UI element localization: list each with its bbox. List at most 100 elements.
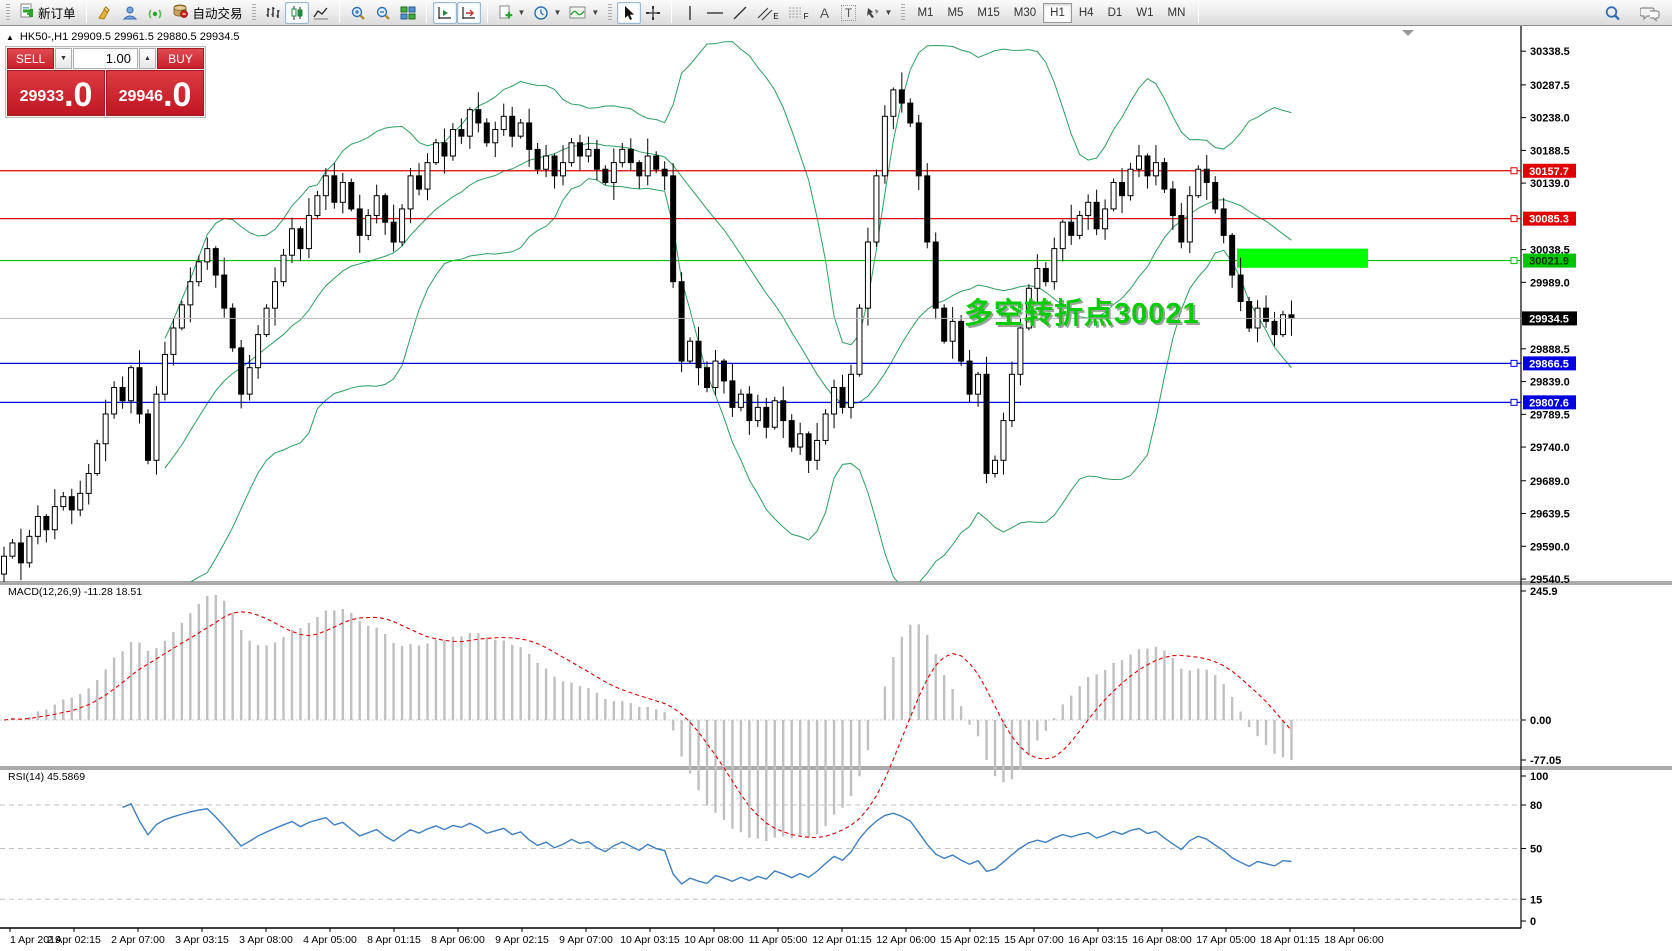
- buy-button[interactable]: BUY: [157, 48, 204, 69]
- svg-text:10 Apr 03:15: 10 Apr 03:15: [620, 934, 680, 946]
- toolbar-grip[interactable]: [608, 3, 613, 22]
- templates-dropdown[interactable]: ▼: [565, 2, 603, 24]
- vertical-line-button[interactable]: [678, 2, 702, 24]
- svg-text:3 Apr 03:15: 3 Apr 03:15: [175, 934, 229, 946]
- cursor-arrow-icon: [625, 5, 635, 20]
- text-button[interactable]: A: [813, 2, 837, 24]
- svg-text:12 Apr 06:00: 12 Apr 06:00: [876, 934, 936, 946]
- toolbar-grip[interactable]: [6, 3, 10, 22]
- chart-annotation-text[interactable]: 多空转折点30021: [964, 298, 1200, 330]
- svg-text:30157.7: 30157.7: [1529, 166, 1569, 178]
- svg-text:30338.5: 30338.5: [1530, 46, 1570, 58]
- toolbar-separator: [338, 2, 340, 23]
- svg-text:30188.5: 30188.5: [1530, 145, 1570, 157]
- svg-text:2 Apr 02:15: 2 Apr 02:15: [47, 934, 101, 946]
- tab-timeframe-h1[interactable]: H1: [1043, 2, 1072, 23]
- horizontal-line-icon: [707, 11, 724, 14]
- svg-text:29866.5: 29866.5: [1529, 358, 1569, 370]
- crosshair-button[interactable]: [641, 2, 665, 24]
- zoom-out-button[interactable]: [371, 2, 396, 24]
- bar-chart-button[interactable]: [261, 2, 285, 24]
- fibonacci-icon: [788, 7, 801, 17]
- tab-timeframe-m5[interactable]: M5: [947, 6, 964, 19]
- collapse-triangle-icon[interactable]: ▲: [6, 32, 14, 42]
- chevron-down-icon: ▼: [517, 8, 526, 17]
- macd-indicator-label: MACD(12,26,9) -11.28 18.51: [8, 586, 143, 598]
- svg-text:30139.0: 30139.0: [1530, 178, 1570, 190]
- volume-increase-button[interactable]: ▲: [139, 48, 156, 69]
- svg-text:29839.0: 29839.0: [1530, 377, 1570, 389]
- rsi-indicator-label: RSI(14) 45.5869: [8, 771, 86, 783]
- volume-input[interactable]: 1.00: [73, 48, 138, 69]
- toolbar-separator: [85, 2, 87, 23]
- fibonacci-button[interactable]: F: [783, 2, 813, 24]
- chat-button[interactable]: [1636, 2, 1664, 24]
- clock-icon: [534, 5, 549, 20]
- toolbar-separator: [1198, 2, 1200, 23]
- tab-timeframe-m30[interactable]: M30: [1013, 6, 1037, 19]
- tab-timeframe-mn[interactable]: MN: [1167, 6, 1186, 19]
- line-chart-button[interactable]: [309, 2, 333, 24]
- macd-pane: 245.9 0.00 -77.05: [0, 586, 1561, 842]
- channel-icon: [757, 7, 773, 20]
- vertical-line-icon: [689, 5, 691, 20]
- sell-button[interactable]: SELL: [7, 48, 54, 69]
- chart-shift-marker[interactable]: [1402, 30, 1414, 36]
- indicators-dropdown[interactable]: ▼: [494, 2, 530, 24]
- one-click-trading-panel: SELL ▼ 1.00 ▲ BUY 29933 .0 29946 .0: [5, 46, 206, 118]
- auto-scroll-icon: [461, 6, 475, 19]
- search-icon: [1605, 5, 1620, 20]
- toolbar-grip[interactable]: [901, 3, 906, 22]
- chart-shift-button[interactable]: [432, 1, 457, 24]
- symbol-header: ▲ HK50-,H1 29909.5 29961.5 29880.5 29934…: [6, 31, 240, 43]
- new-order-button[interactable]: 新订单: [15, 2, 80, 24]
- arrows-dropdown[interactable]: ▼: [861, 2, 897, 24]
- svg-text:-77.05: -77.05: [1530, 755, 1561, 767]
- autotrading-button[interactable]: 自动交易: [168, 2, 247, 24]
- price-axis: 30338.530287.530238.030188.530139.030038…: [1520, 26, 1570, 928]
- tab-timeframe-m15[interactable]: M15: [977, 6, 1000, 19]
- cursor-button[interactable]: [617, 1, 642, 24]
- svg-text:1 Apr 2019: 1 Apr 2019: [10, 934, 61, 946]
- autotrading-icon: [172, 3, 190, 22]
- green-rectangle-object[interactable]: [1237, 248, 1368, 268]
- horizontal-level-lines[interactable]: 30157.7 30085.3 30021.9 29866.5 29807.6: [0, 163, 1576, 410]
- svg-text:18 Apr 01:15: 18 Apr 01:15: [1260, 934, 1320, 946]
- timeframe-bar: M1 M5 M15 M30 H1 H4 D1 W1 MN: [907, 0, 1195, 26]
- toolbar-separator: [486, 2, 488, 23]
- tab-timeframe-h4[interactable]: H4: [1078, 6, 1094, 19]
- tab-timeframe-d1[interactable]: D1: [1107, 6, 1123, 19]
- horizontal-line-button[interactable]: [702, 2, 728, 24]
- market-watch-icon: [122, 6, 137, 19]
- svg-text:29689.0: 29689.0: [1530, 476, 1570, 488]
- tab-timeframe-m1[interactable]: M1: [917, 6, 934, 19]
- sell-price-button[interactable]: 29933 .0: [7, 70, 105, 116]
- chart-profiles-button[interactable]: [93, 2, 118, 24]
- periods-dropdown[interactable]: ▼: [529, 2, 565, 24]
- signals-button[interactable]: [143, 2, 168, 24]
- fibonacci-letter: F: [803, 12, 809, 21]
- gold-pointer-icon: [97, 5, 110, 20]
- candles: [1, 72, 1295, 582]
- volume-decrease-button[interactable]: ▼: [55, 48, 72, 69]
- text-label-button[interactable]: T: [837, 2, 861, 24]
- tab-timeframe-w1[interactable]: W1: [1136, 6, 1154, 19]
- trendline-button[interactable]: [728, 2, 752, 24]
- sell-price-main: 29933: [19, 88, 65, 105]
- sell-price-pip: .0: [64, 76, 93, 114]
- tile-windows-button[interactable]: [396, 2, 420, 24]
- equidistant-channel-button[interactable]: E: [752, 2, 782, 24]
- svg-text:8 Apr 06:00: 8 Apr 06:00: [431, 934, 485, 946]
- search-button[interactable]: [1600, 2, 1626, 24]
- candlestick-chart-button[interactable]: [284, 1, 309, 24]
- toolbar-grip[interactable]: [251, 3, 256, 22]
- svg-text:30085.3: 30085.3: [1529, 214, 1569, 226]
- candlestick-icon: [291, 5, 303, 20]
- zoom-in-button[interactable]: [346, 2, 371, 24]
- price-chart[interactable]: 30338.530287.530238.030188.530139.030038…: [0, 26, 1672, 951]
- auto-scroll-button[interactable]: [456, 1, 481, 24]
- market-watch-button[interactable]: [118, 2, 143, 24]
- buy-price-button[interactable]: 29946 .0: [106, 70, 204, 116]
- svg-text:29789.5: 29789.5: [1530, 409, 1570, 421]
